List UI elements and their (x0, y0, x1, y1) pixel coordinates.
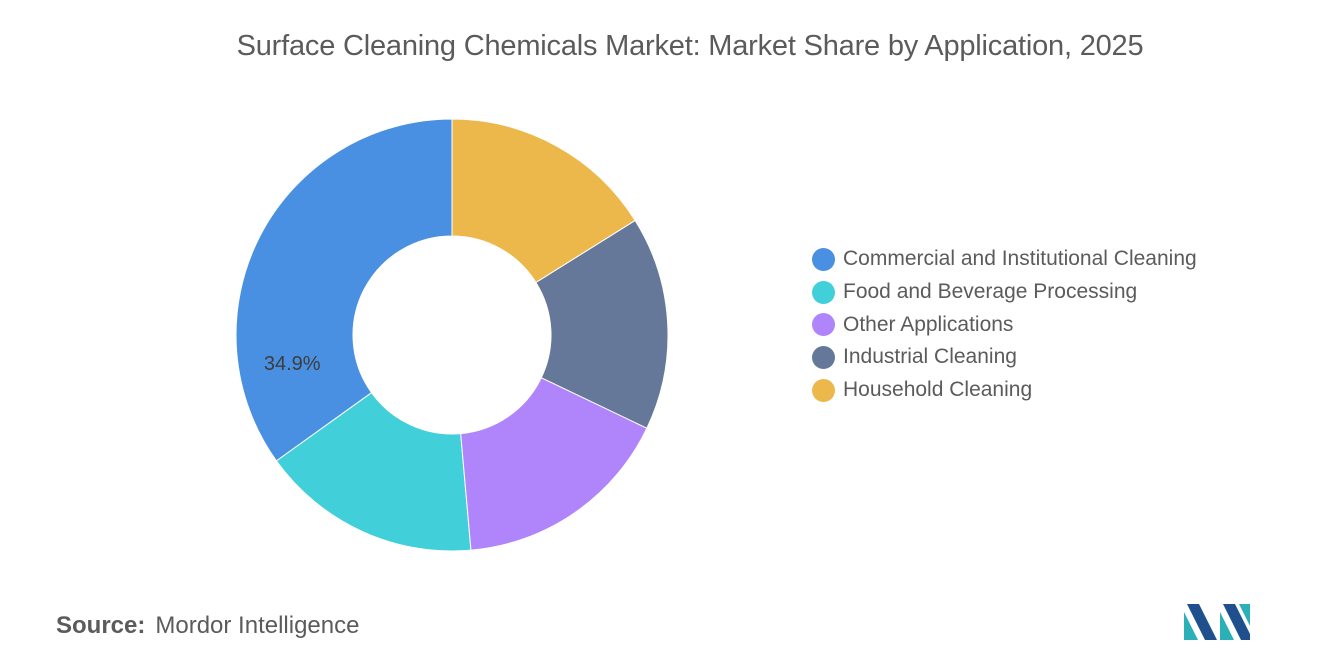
legend-item-industrial-cleaning: Industrial Cleaning (812, 341, 1197, 374)
slice-commercial-and-institutional-cleaning (235, 118, 453, 462)
source-label: Source: (56, 612, 146, 639)
legend-swatch-household-cleaning (812, 378, 835, 402)
legend-label-household-cleaning: Household Cleaning (843, 378, 1033, 402)
legend-item-food-and-beverage-processing: Food and Beverage Processing (812, 276, 1197, 309)
legend-swatch-industrial-cleaning (812, 345, 835, 369)
slice-household-cleaning (451, 118, 636, 284)
legend-label-food-and-beverage-processing: Food and Beverage Processing (843, 280, 1138, 304)
legend-item-other-applications: Other Applications (812, 308, 1197, 341)
legend-swatch-food-and-beverage-processing (812, 280, 835, 304)
legend-swatch-other-applications (812, 313, 835, 337)
chart-title: Surface Cleaning Chemicals Market: Marke… (236, 30, 1144, 62)
slice-industrial-cleaning (535, 219, 669, 429)
source-value: Mordor Intelligence (155, 612, 360, 639)
donut-chart: 34.9% (235, 118, 669, 552)
legend-label-commercial-and-institutional-cleaning: Commercial and Institutional Cleaning (843, 247, 1197, 271)
slice-food-and-beverage-processing (275, 391, 472, 552)
chart-legend: Commercial and Institutional Cleaning Foo… (812, 243, 1197, 406)
legend-label-industrial-cleaning: Industrial Cleaning (843, 345, 1017, 369)
mordor-intelligence-logo-icon (1184, 604, 1250, 640)
legend-swatch-commercial-and-institutional-cleaning (812, 247, 835, 271)
data-label-commercial-and-institutional-cleaning: 34.9% (264, 353, 321, 375)
slice-other-applications (460, 377, 648, 551)
legend-label-other-applications: Other Applications (843, 312, 1014, 336)
source-line: Source: Mordor Intelligence (56, 612, 359, 640)
legend-item-household-cleaning: Household Cleaning (812, 374, 1197, 407)
legend-item-commercial-and-institutional-cleaning: Commercial and Institutional Cleaning (812, 243, 1197, 276)
